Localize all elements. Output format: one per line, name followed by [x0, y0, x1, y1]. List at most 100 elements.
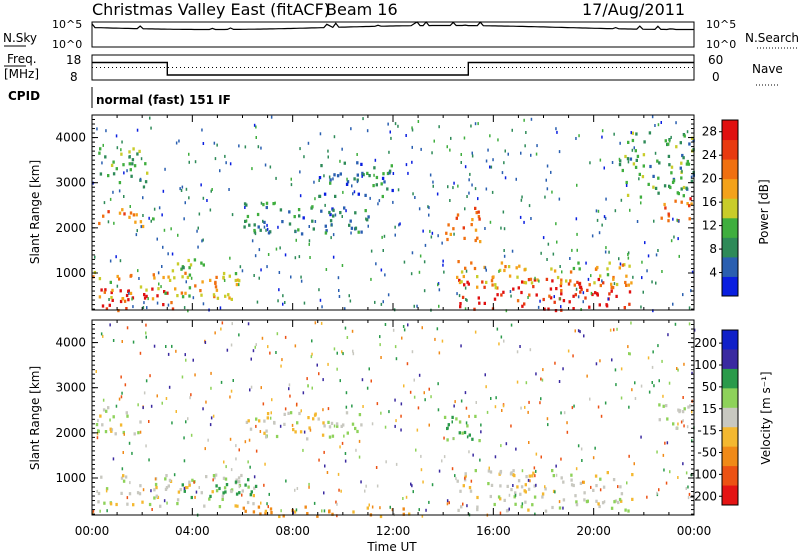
velocity-cell	[531, 503, 534, 507]
velocity-cell	[307, 384, 309, 388]
velocity-cell	[176, 502, 179, 506]
power-cell	[145, 294, 148, 298]
velocity-cell	[411, 484, 413, 488]
power-cell	[626, 193, 630, 197]
velocity-cell	[112, 415, 115, 419]
power-cell	[224, 294, 227, 298]
velocity-cell	[231, 322, 233, 326]
power-cell	[300, 232, 304, 236]
velocity-cell	[331, 512, 334, 516]
power-cell	[598, 303, 601, 307]
power-cell	[383, 180, 386, 184]
velocity-cell	[674, 322, 677, 326]
velocity-cell	[339, 379, 341, 383]
power-cell	[399, 222, 401, 226]
velocity-cell	[190, 495, 193, 500]
power-cell	[690, 202, 693, 206]
power-cell	[389, 130, 391, 134]
velocity-cell	[337, 472, 340, 476]
velocity-cell	[554, 490, 556, 494]
power-cell	[590, 291, 593, 295]
power-cell	[181, 185, 184, 189]
velocity-cell	[188, 480, 191, 484]
power-cell	[569, 279, 572, 283]
power-cell	[209, 278, 212, 282]
velocity-cell	[371, 505, 374, 509]
velocity-cell	[567, 349, 570, 353]
power-cell	[516, 275, 519, 279]
velocity-cell	[194, 495, 196, 499]
power-cell	[150, 219, 152, 223]
velocity-cell	[203, 504, 206, 508]
velocity-cell	[255, 343, 257, 347]
power-cell	[319, 132, 322, 136]
power-cell	[98, 277, 102, 281]
power-cell	[477, 296, 480, 300]
velocity-cell	[631, 473, 634, 477]
velocity-cell	[355, 448, 357, 452]
power-cell	[619, 262, 622, 266]
velocity-cell	[402, 325, 405, 328]
power-cell	[625, 180, 628, 185]
power-cell	[580, 287, 583, 291]
power-cell	[578, 267, 581, 271]
velocity-cell	[179, 488, 182, 492]
velocity-cell	[253, 475, 256, 479]
power-cell	[369, 196, 371, 200]
velocity-cell	[105, 409, 108, 413]
power-cell	[627, 251, 630, 255]
power-cell	[318, 288, 320, 292]
velocity-cell	[597, 405, 600, 409]
velocity-cell	[308, 426, 311, 430]
velocity-cell	[669, 470, 671, 474]
power-colorbar-swatch	[722, 139, 738, 160]
power-cell	[183, 306, 186, 310]
velocity-cell	[247, 419, 250, 423]
power-cell	[167, 303, 170, 307]
power-cell	[149, 116, 151, 120]
power-cell	[492, 275, 495, 279]
velocity-cell	[133, 432, 136, 436]
power-cell	[294, 229, 296, 233]
velocity-cell	[558, 500, 561, 504]
power-cell	[688, 142, 691, 146]
velocity-cell	[167, 352, 170, 356]
power-cell	[190, 276, 193, 280]
power-cell	[129, 291, 133, 295]
power-cell	[608, 261, 611, 265]
velocity-ylabel: Slant Range [km]	[28, 366, 42, 470]
power-cell	[329, 178, 332, 182]
velocity-cell	[230, 489, 233, 494]
velocity-cell	[97, 500, 100, 504]
velocity-cell	[345, 391, 348, 395]
velocity-cell	[498, 342, 500, 346]
velocity-cell	[230, 468, 233, 472]
power-colorbar-swatch	[722, 120, 738, 141]
power-cell	[458, 294, 461, 298]
power-cell	[484, 227, 486, 230]
velocity-cell	[570, 478, 573, 482]
power-cell	[658, 161, 661, 165]
velocity-cell	[150, 404, 153, 408]
power-cell	[282, 302, 284, 306]
power-cell	[582, 300, 584, 304]
x-tick-label: 16:00	[476, 524, 511, 538]
velocity-cell	[558, 506, 562, 510]
power-cell	[234, 278, 237, 283]
velocity-cell	[210, 416, 213, 420]
velocity-cell	[586, 374, 588, 378]
power-cell	[579, 290, 582, 294]
power-cell	[153, 207, 156, 211]
velocity-cell	[247, 460, 249, 464]
power-cell	[300, 279, 303, 283]
velocity-cell	[312, 417, 315, 421]
velocity-cell	[521, 469, 524, 473]
velocity-cell	[198, 486, 200, 489]
velocity-cell	[265, 435, 268, 439]
velocity-cell	[520, 485, 524, 489]
power-cell	[606, 267, 609, 271]
power-cell	[553, 300, 556, 304]
velocity-cell	[330, 421, 334, 425]
velocity-cell	[161, 401, 163, 405]
velocity-cell	[634, 381, 636, 385]
